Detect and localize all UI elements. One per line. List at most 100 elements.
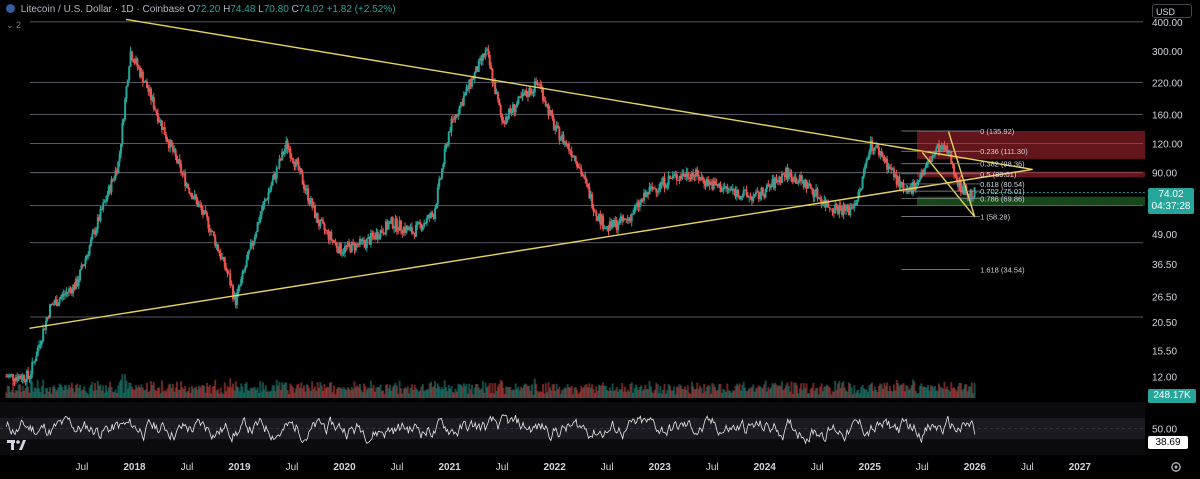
fib-level-label: 0.702 (75.01) [980,187,1025,196]
volume-bar [472,394,475,398]
candle-body [428,214,431,218]
candle-body [380,230,383,233]
volume-bar [417,391,420,398]
volume-bar [257,392,260,398]
volume-bar [298,388,301,398]
volume-bar [597,384,600,398]
candle-body [856,199,859,206]
volume-bar [958,382,961,398]
volume-bar [85,392,88,398]
litecoin-icon [6,4,15,13]
volume-bar [398,380,401,398]
volume-bar [917,393,920,398]
volume-bar [100,390,103,398]
volume-bar [577,393,580,398]
volume-bar [382,390,385,398]
candle-body [746,195,749,198]
candle-body [343,246,346,253]
volume-bar [748,387,751,398]
candle-body [626,219,629,221]
candle-body [442,164,445,169]
candle-body [730,188,733,191]
candle-body [524,90,527,96]
candle-body [685,172,688,177]
candle-body [720,190,723,192]
volume-bar [378,387,381,398]
volume-bar [955,391,958,398]
volume-bar [73,392,76,398]
volume-bar [353,381,356,398]
indicator-count[interactable]: ⌄ 2 [6,20,22,30]
volume-bar [260,391,263,398]
volume-bar [632,392,635,398]
volume-bar [742,381,745,398]
symbol-label[interactable]: Litecoin / U.S. Dollar · 1D · Coinbase [20,4,185,15]
candle-body [327,230,330,240]
candle-body [759,196,762,199]
candle-body [709,181,712,184]
volume-bar [38,388,41,398]
y-tick-label: 20.50 [1152,318,1177,329]
candle-body [936,143,939,149]
candle-body [688,177,691,179]
volume-bar [242,392,245,398]
fib-level-label: 1 (58.28) [980,213,1011,222]
volume-bar [518,390,521,398]
candle-body [763,194,766,198]
candle-body [541,88,544,101]
volume-bar [541,384,544,398]
volume-bar [178,390,181,398]
candle-body [427,214,430,218]
x-tick-label: Jul [286,462,299,473]
candle-body [513,104,516,113]
candle-body [827,202,830,208]
tradingview-logo-icon[interactable] [7,438,27,452]
candle-body [576,161,579,168]
volume-bar [221,392,224,398]
candle-body [511,104,514,113]
volume-bar [8,386,11,398]
volume-bar [498,383,501,398]
candle-body [608,221,611,231]
volume-bar [481,381,484,398]
volume-bar [177,389,180,398]
volume-bar [32,391,35,398]
candle-body [436,187,439,204]
volume-bar [339,387,342,398]
candle-body [634,206,637,208]
volume-bar [130,386,133,398]
candle-body [402,226,405,234]
gear-icon[interactable] [1170,461,1182,473]
candle-body [666,184,669,188]
candle-body [570,151,573,157]
currency-badge[interactable]: USD [1152,4,1192,18]
volume-bar [502,387,505,398]
candle-body [77,280,80,286]
volume-bar [902,383,905,398]
candle-body [256,222,259,233]
volume-bar [612,390,615,398]
candle-body [606,226,609,228]
volume-bar [414,388,417,398]
volume-bar [670,390,673,398]
candle-body [528,88,531,97]
volume-bar [711,382,714,398]
volume-bar [645,388,648,398]
volume-bar [655,382,658,398]
candle-body [883,157,886,162]
volume-bar [688,392,691,398]
volume-bar [240,383,243,398]
volume-bar [943,381,946,398]
candle-body [169,140,172,149]
volume-bar [658,393,661,398]
volume-bar [328,382,331,398]
candle-body [33,361,36,363]
candle-body [36,347,39,357]
candle-body [229,273,232,285]
volume-bar [140,384,143,398]
rsi-pane [0,402,1145,455]
volume-bar [647,389,650,398]
volume-bar [673,386,676,398]
